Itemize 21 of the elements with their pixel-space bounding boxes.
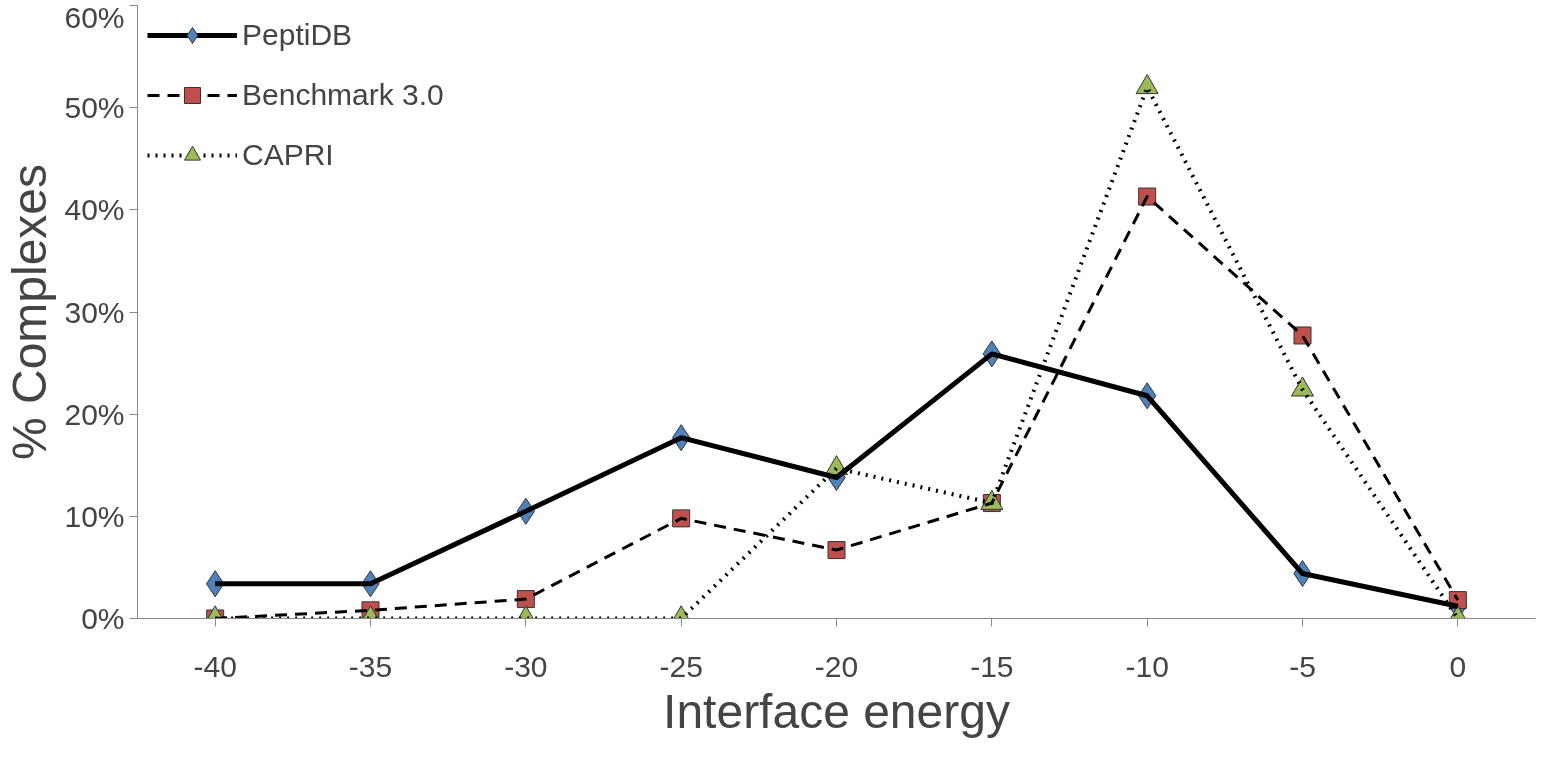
- y-tick-label: 0%: [81, 602, 125, 635]
- y-tick-label: 50%: [64, 91, 125, 125]
- legend-label: Benchmark 3.0: [242, 78, 444, 112]
- x-tick-label: -15: [970, 649, 1014, 683]
- y-tick-label: 40%: [64, 193, 125, 227]
- legend-label: CAPRI: [242, 138, 334, 172]
- x-tick-label: 0: [1449, 649, 1467, 683]
- y-tick-label: 30%: [64, 295, 125, 329]
- x-tick-label: -10: [1125, 649, 1169, 683]
- x-tick-label: -25: [659, 649, 703, 683]
- x-axis-title: Interface energy: [663, 684, 1010, 738]
- y-tick-label: 20%: [64, 397, 125, 431]
- x-tick-label: -40: [193, 649, 237, 683]
- y-tick-label: 10%: [64, 499, 125, 533]
- x-tick-label: -5: [1289, 649, 1316, 683]
- x-tick-label: -30: [504, 649, 548, 683]
- legend-label: PeptiDB: [242, 18, 353, 52]
- x-tick-label: -20: [814, 649, 859, 683]
- y-tick-label: 60%: [64, 0, 125, 34]
- x-tick-label: -35: [348, 649, 393, 683]
- y-axis-title: % Complexes: [3, 163, 57, 461]
